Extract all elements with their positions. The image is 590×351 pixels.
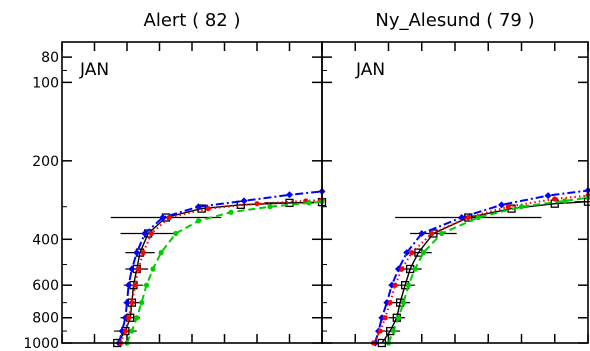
- data-point: [387, 300, 393, 306]
- data-point: [400, 300, 407, 306]
- data-point: [205, 205, 211, 212]
- data-point: [173, 230, 179, 237]
- data-point: [439, 230, 445, 237]
- data-point: [228, 209, 234, 215]
- y-tick-label: 100: [32, 75, 59, 91]
- y-tick-label: 600: [32, 278, 59, 294]
- month-annotation-alert: JAN: [79, 60, 109, 80]
- month-annotation-ny-alesund: JAN: [355, 60, 385, 80]
- data-point: [399, 266, 405, 272]
- y-tick-label: 400: [32, 232, 59, 248]
- data-point: [562, 198, 568, 204]
- data-point: [135, 266, 141, 272]
- data-point: [475, 214, 481, 221]
- data-point: [392, 282, 398, 288]
- data-point: [377, 328, 383, 334]
- data-point: [195, 203, 202, 211]
- y-tick-label: 200: [32, 154, 59, 170]
- data-point: [254, 201, 260, 207]
- series-line: [116, 201, 323, 344]
- data-point: [125, 281, 133, 289]
- data-point: [267, 204, 273, 210]
- data-point: [140, 250, 146, 256]
- data-point: [166, 214, 172, 221]
- data-point: [195, 218, 202, 224]
- data-point: [412, 266, 418, 272]
- data-point: [409, 250, 415, 256]
- data-point: [134, 315, 140, 321]
- data-point: [306, 200, 312, 206]
- y-tick-label: 80: [41, 50, 59, 66]
- data-point: [552, 196, 558, 202]
- data-point: [128, 265, 136, 273]
- data-point: [150, 266, 156, 272]
- panel-title-ny-alesund: Ny_Alesund ( 79 ): [375, 10, 534, 31]
- data-point: [133, 249, 141, 257]
- series-line: [119, 199, 323, 344]
- data-point: [395, 315, 402, 321]
- data-point: [126, 315, 132, 321]
- y-tick-label: 1000: [23, 336, 59, 351]
- data-point: [143, 282, 150, 288]
- data-point: [158, 250, 164, 256]
- alert-panel: Alert ( 82 ) JAN 80 100 200 400 600 800 1000: [23, 10, 327, 351]
- data-point: [285, 198, 294, 208]
- plot-frame: [321, 41, 589, 344]
- data-point: [420, 250, 427, 256]
- series-line: [381, 201, 589, 344]
- data-point: [148, 230, 154, 237]
- data-point: [465, 214, 471, 221]
- ny-alesund-panel: Ny_Alesund ( 79 ) JAN: [321, 10, 590, 348]
- data-point: [129, 328, 135, 334]
- data-point: [122, 328, 128, 334]
- data-point: [498, 201, 506, 209]
- data-point: [544, 192, 552, 200]
- data-point: [458, 214, 466, 222]
- data-point: [123, 299, 131, 307]
- data-point: [505, 204, 511, 210]
- data-point: [129, 300, 135, 306]
- data-point: [382, 315, 388, 321]
- plot-frame: [61, 41, 323, 344]
- y-tick-label: 800: [32, 311, 59, 327]
- data-point: [418, 229, 426, 237]
- data-point: [286, 191, 293, 199]
- data-point: [240, 197, 248, 205]
- data-point: [429, 230, 435, 237]
- data-point: [390, 328, 397, 334]
- data-point: [159, 214, 167, 222]
- data-point: [139, 300, 145, 306]
- data-point: [518, 204, 525, 210]
- data-point: [141, 229, 149, 237]
- panel-title-alert: Alert ( 82 ): [144, 10, 241, 31]
- data-point: [132, 282, 138, 288]
- data-point: [403, 249, 411, 257]
- series-line: [387, 196, 589, 344]
- data-point: [405, 282, 412, 288]
